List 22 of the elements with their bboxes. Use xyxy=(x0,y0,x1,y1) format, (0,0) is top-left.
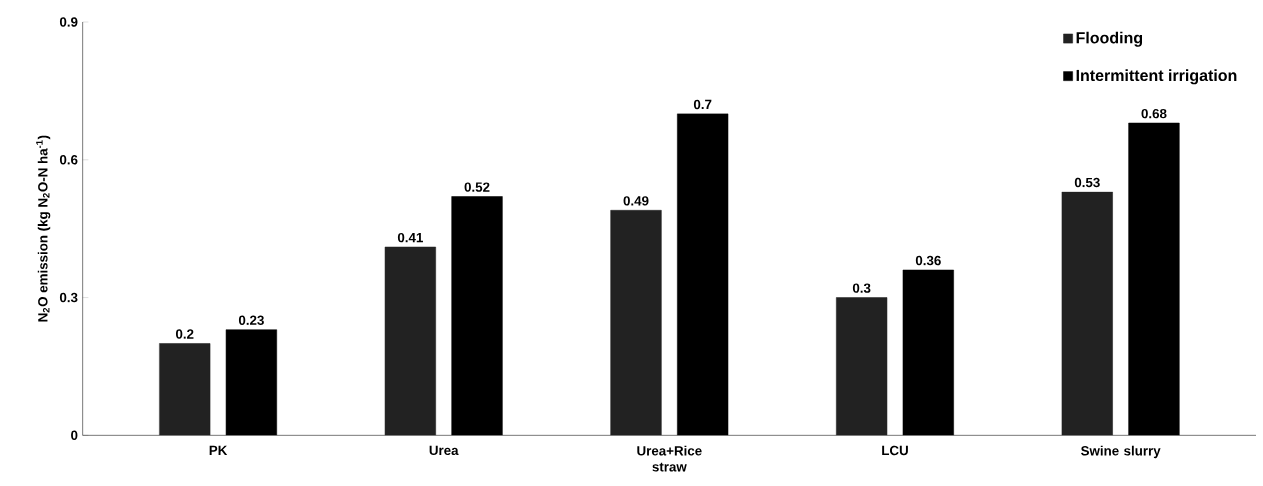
data-label: 0.2 xyxy=(175,329,194,339)
y-tick-label: 0 xyxy=(71,430,78,441)
x-tick-label: PK xyxy=(209,445,228,455)
data-label: 0.7 xyxy=(693,99,712,110)
data-label: 0.53 xyxy=(1074,177,1100,188)
data-label: 0.68 xyxy=(1141,108,1167,119)
x-tick-label: Urea xyxy=(429,445,459,456)
y-tick-label: 0.6 xyxy=(59,155,78,165)
data-label: 0.23 xyxy=(238,315,264,325)
x-tick-label: Urea+Rice straw xyxy=(637,445,702,472)
y-tick-label: 0.9 xyxy=(59,17,78,27)
legend-label: Flooding xyxy=(1076,31,1143,47)
data-label: 0.49 xyxy=(623,196,649,206)
data-label: 0.3 xyxy=(852,283,871,293)
data-label: 0.52 xyxy=(464,182,490,192)
y-axis-title: N$_{2}$O emission (kg N$_{2}$O-N ha$^{-1}$) xyxy=(36,135,51,322)
data-label: 0.36 xyxy=(915,255,941,266)
data-label: 0.41 xyxy=(397,232,423,243)
x-tick-label: LCU xyxy=(882,445,908,456)
x-tick-label: Swine slurry xyxy=(1080,445,1161,459)
y-tick-label: 0.3 xyxy=(59,292,78,303)
legend-label: Intermittent irrigation xyxy=(1076,69,1237,85)
